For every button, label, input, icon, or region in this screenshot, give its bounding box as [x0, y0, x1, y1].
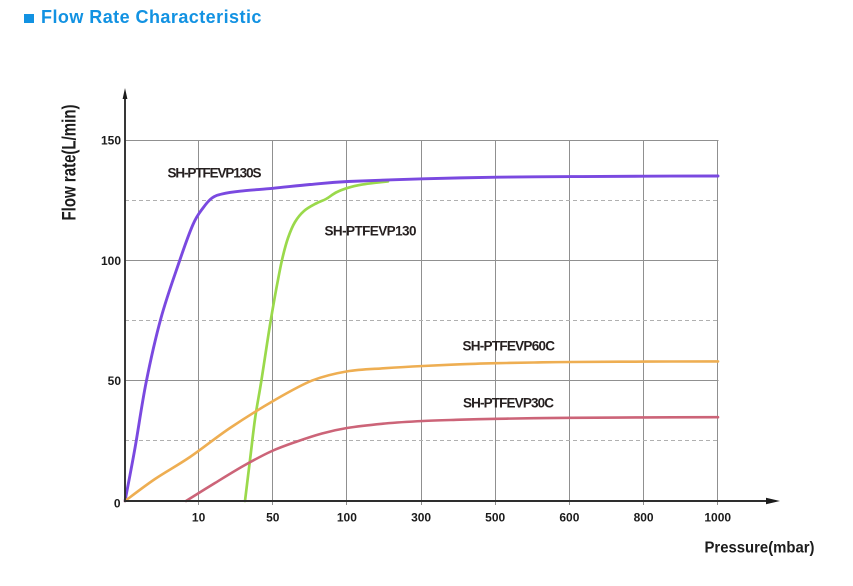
svg-text:150: 150	[101, 134, 121, 148]
svg-text:SH-PTFEVP60C: SH-PTFEVP60C	[463, 339, 556, 354]
svg-text:Flow rate(L/min): Flow rate(L/min)	[60, 105, 81, 221]
svg-text:50: 50	[266, 511, 280, 525]
svg-text:800: 800	[634, 511, 654, 525]
svg-text:SH-PTFEVP130: SH-PTFEVP130	[325, 224, 417, 239]
svg-text:50: 50	[108, 374, 122, 388]
svg-text:600: 600	[559, 511, 579, 525]
svg-text:10: 10	[192, 511, 206, 525]
svg-text:0: 0	[114, 497, 121, 511]
svg-text:SH-PTFEVP30C: SH-PTFEVP30C	[463, 396, 554, 411]
svg-text:100: 100	[337, 511, 357, 525]
svg-text:100: 100	[101, 254, 121, 268]
svg-text:1000: 1000	[704, 511, 731, 525]
svg-text:500: 500	[485, 511, 505, 525]
svg-text:300: 300	[411, 511, 431, 525]
svg-text:Pressure(mbar): Pressure(mbar)	[705, 540, 815, 557]
svg-text:SH-PTFEVP130S: SH-PTFEVP130S	[168, 166, 262, 181]
